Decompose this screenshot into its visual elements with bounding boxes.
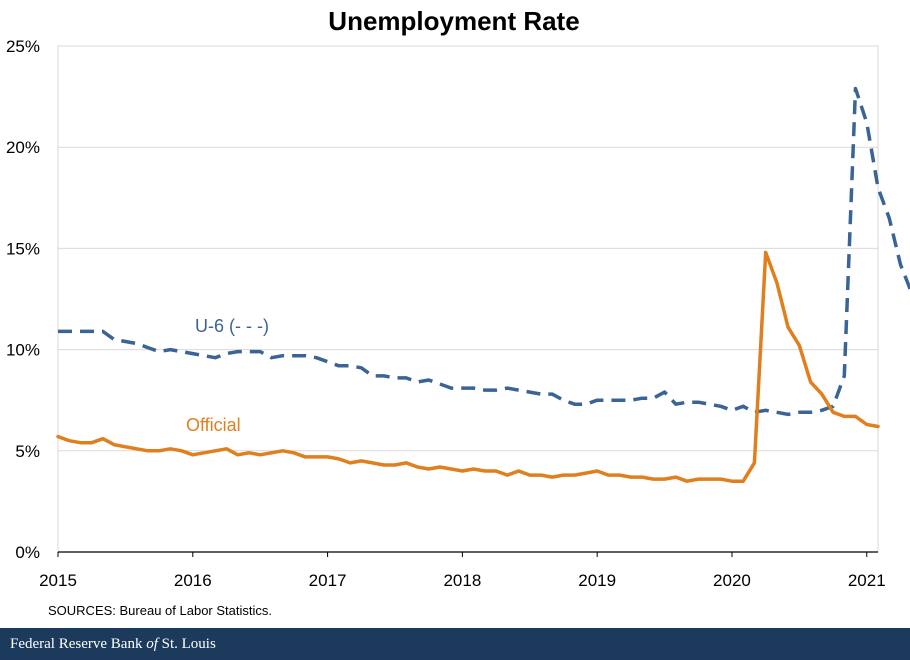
series-label-u6: U-6 (- - -) (195, 316, 269, 336)
x-tick-label: 2021 (848, 571, 886, 590)
x-tick-label: 2015 (39, 571, 77, 590)
axes: 0% 5% 10% 15% 20% 25% 2015 2016 2017 2018 2019 2020… (6, 37, 886, 590)
chart-title: Unemployment Rate (328, 6, 579, 36)
footer-bar: Federal Reserve Bank of St. Louis (0, 628, 910, 660)
plot-area (57, 45, 879, 553)
y-tick-label: 10% (6, 341, 40, 360)
x-tick-label: 2020 (713, 571, 751, 590)
footer-org-of: of (146, 636, 158, 652)
y-tick-label: 20% (6, 138, 40, 157)
x-tick-label: 2017 (309, 571, 347, 590)
footer-org-city: St. Louis (157, 636, 216, 652)
series-label-official: Official (186, 415, 241, 435)
source-note: SOURCES: Bureau of Labor Statistics. (48, 603, 272, 618)
gridlines (58, 146, 878, 452)
series-layer (56, 86, 910, 483)
y-tick-label: 25% (6, 37, 40, 56)
series-line-u-6 (58, 86, 910, 417)
y-tick-label: 0% (15, 543, 40, 562)
x-tick-label: 2018 (443, 571, 481, 590)
chart: 0% 5% 10% 15% 20% 25% 2015 2016 2017 2018 2019 2020… (6, 6, 910, 590)
y-tick-label: 15% (6, 239, 40, 258)
y-tick-label: 5% (15, 442, 40, 461)
footer-org: Federal Reserve Bank (10, 636, 147, 652)
x-tick-label: 2016 (174, 571, 212, 590)
x-tick-label: 2019 (578, 571, 616, 590)
series-line-official (56, 250, 880, 483)
